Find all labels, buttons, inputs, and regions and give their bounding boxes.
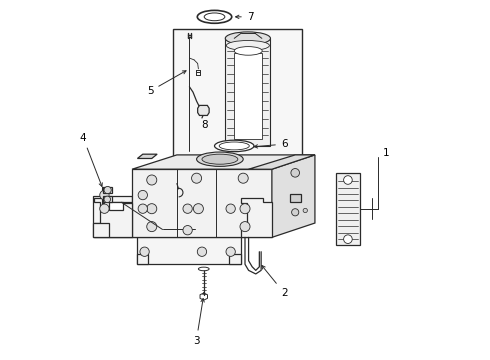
Text: 3: 3	[193, 298, 204, 346]
Circle shape	[138, 190, 147, 200]
Ellipse shape	[225, 32, 270, 45]
Circle shape	[194, 204, 203, 214]
Polygon shape	[248, 155, 315, 169]
Circle shape	[238, 173, 248, 183]
Text: 7: 7	[236, 12, 253, 22]
Bar	[225, 39, 270, 146]
Text: 4: 4	[80, 133, 102, 186]
Circle shape	[138, 204, 147, 213]
Text: 2: 2	[262, 265, 288, 298]
Ellipse shape	[204, 13, 225, 21]
Circle shape	[183, 226, 192, 235]
Polygon shape	[103, 196, 112, 202]
Circle shape	[147, 204, 157, 214]
Polygon shape	[272, 155, 315, 237]
Polygon shape	[93, 223, 109, 237]
Text: 1: 1	[383, 148, 390, 158]
Circle shape	[240, 222, 250, 231]
Ellipse shape	[219, 142, 249, 150]
Ellipse shape	[215, 140, 254, 152]
Ellipse shape	[197, 10, 232, 23]
Ellipse shape	[234, 46, 262, 55]
Polygon shape	[137, 253, 148, 264]
Polygon shape	[103, 187, 112, 193]
Circle shape	[197, 247, 207, 256]
Polygon shape	[137, 237, 242, 264]
Circle shape	[140, 247, 149, 256]
Bar	[234, 53, 262, 139]
Bar	[173, 30, 302, 160]
Polygon shape	[109, 202, 242, 237]
Text: 5: 5	[147, 71, 186, 96]
Text: 8: 8	[201, 120, 208, 130]
Circle shape	[104, 186, 111, 194]
Ellipse shape	[196, 152, 243, 166]
Polygon shape	[93, 196, 132, 237]
Circle shape	[226, 204, 235, 213]
Circle shape	[240, 204, 250, 214]
Polygon shape	[229, 253, 242, 264]
Polygon shape	[337, 173, 360, 244]
Ellipse shape	[198, 267, 209, 271]
Polygon shape	[242, 198, 272, 237]
Text: 6: 6	[254, 139, 288, 149]
Circle shape	[303, 208, 307, 213]
Circle shape	[192, 173, 201, 183]
Circle shape	[147, 175, 157, 185]
Circle shape	[292, 209, 299, 216]
Circle shape	[343, 235, 352, 243]
Polygon shape	[132, 155, 315, 169]
Circle shape	[100, 190, 109, 200]
Circle shape	[100, 204, 109, 213]
Circle shape	[343, 176, 352, 184]
Circle shape	[147, 222, 157, 231]
Polygon shape	[197, 105, 209, 116]
Circle shape	[291, 168, 299, 177]
Polygon shape	[290, 194, 300, 202]
Polygon shape	[109, 202, 123, 211]
Circle shape	[226, 247, 235, 256]
Circle shape	[183, 204, 192, 213]
Polygon shape	[95, 198, 132, 237]
Polygon shape	[132, 169, 272, 237]
Circle shape	[104, 196, 111, 203]
Ellipse shape	[226, 41, 270, 50]
Polygon shape	[137, 154, 157, 158]
Ellipse shape	[202, 154, 238, 164]
